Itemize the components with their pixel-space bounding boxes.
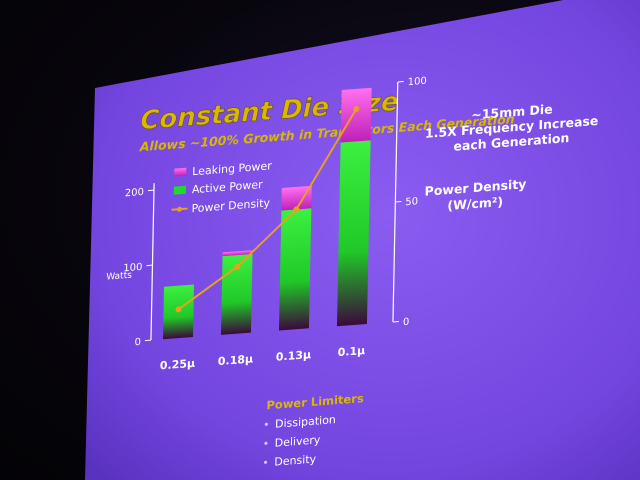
right-axis-ticks: 0 50 100 <box>392 76 427 328</box>
legend-swatch-active <box>173 185 186 195</box>
limiter-bullet-3: • <box>262 456 269 469</box>
legend-label-density: Power Density <box>191 196 270 215</box>
left-axis-title: Watts <box>106 271 132 283</box>
right-tick-label-1: 50 <box>405 196 418 208</box>
left-tick-label-1: 100 <box>123 262 142 274</box>
left-tick-label-2: 200 <box>125 187 144 199</box>
limiter-bullet-1: • <box>263 418 270 431</box>
x-tick-label-3: 0.1μ <box>338 344 366 359</box>
limiter-bullet-2: • <box>263 437 270 450</box>
left-axis-line <box>150 183 155 341</box>
legend-label-leaking: Leaking Power <box>192 159 272 178</box>
legend-swatch-leaking <box>174 167 187 177</box>
left-axis-ticks: 0 100 200 <box>123 187 154 348</box>
limiter-item-2: Delivery <box>275 433 321 449</box>
density-point-0 <box>175 306 182 313</box>
power-density-series <box>175 106 360 313</box>
limiter-item-1: Dissipation <box>275 413 336 431</box>
limiter-item-3: Density <box>274 453 317 469</box>
right-tick-label-2: 100 <box>408 76 427 88</box>
bar-leaking-3 <box>340 87 372 143</box>
stacked-bar-chart: 0 100 200 0 50 100 0.25μ 0.18μ 0.13μ 0.1μ Leaki… <box>123 76 427 373</box>
legend-swatch-density-marker <box>177 206 183 212</box>
density-point-1 <box>234 263 241 270</box>
x-tick-label-0: 0.25μ <box>160 357 195 373</box>
x-tick-label-1: 0.18μ <box>218 352 253 368</box>
legend: Leaking Power Active Power Power Density <box>171 159 272 215</box>
bar-leaking-1 <box>222 250 253 257</box>
bar-active-3 <box>336 140 371 327</box>
bars <box>162 87 372 340</box>
x-tick-label-2: 0.13μ <box>276 348 311 364</box>
density-point-2 <box>293 206 300 213</box>
x-axis-labels: 0.25μ 0.18μ 0.13μ 0.1μ <box>160 344 366 372</box>
right-axis-unit: (W/cm²) <box>447 194 503 213</box>
limiters-list: • Dissipation • Delivery • Density <box>262 413 336 469</box>
density-point-3 <box>353 106 360 113</box>
left-tick-label-0: 0 <box>134 337 141 348</box>
bar-active-2 <box>278 208 312 331</box>
density-line <box>178 108 358 311</box>
bar-leaking-2 <box>281 185 312 211</box>
legend-label-active: Active Power <box>192 178 263 196</box>
right-tick-label-0: 0 <box>403 317 410 328</box>
note-line-1: ~15mm Die <box>471 101 553 122</box>
bar-active-1 <box>220 253 253 335</box>
